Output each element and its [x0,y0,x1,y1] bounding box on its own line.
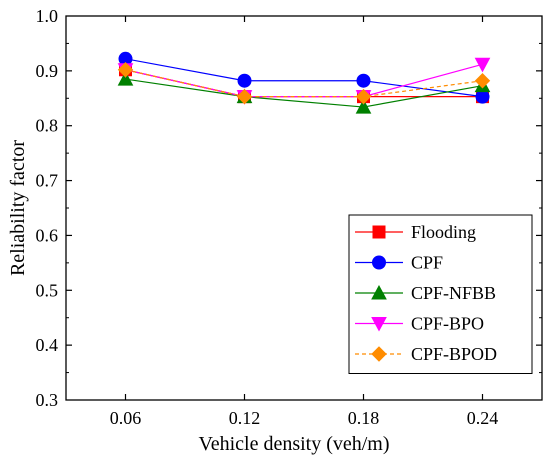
x-tick-label: 0.18 [348,408,380,428]
series-line-cpf-bpo [125,63,483,98]
data-point-cpf-nfbb [355,99,372,114]
y-tick-label: 0.5 [36,280,59,300]
series-line-cpf-nfbb [125,78,483,108]
series-line-flooding [125,69,483,98]
legend-label: CPF-NFBB [411,283,496,303]
data-point-cpf-bpod [355,88,372,105]
legend-label: CPF-BPOD [411,344,497,364]
y-tick-label: 0.9 [36,61,59,81]
data-point-cpf-nfbb [117,71,134,86]
y-tick-label: 0.6 [36,225,59,245]
legend-marker [371,284,387,300]
legend-marker [371,317,387,332]
data-point-cpf-bpod [236,88,253,105]
data-point-cpf-bpod [117,62,134,78]
y-tick-label: 0.7 [36,171,59,191]
legend-label: CPF [411,253,443,273]
legend-label: CPF-BPO [411,314,484,334]
x-axis-title: Vehicle density (veh/m) [198,433,389,455]
y-axis-title: Reliability factor [7,140,29,276]
legend-marker [371,346,387,362]
x-tick-label: 0.24 [467,408,499,428]
y-tick-label: 1.0 [36,6,59,26]
x-tick-label: 0.06 [110,408,142,428]
legend-marker [372,225,386,239]
data-point-cpf-bpo [474,57,491,73]
x-tick-label: 0.12 [229,408,261,428]
y-tick-label: 0.4 [36,335,59,355]
y-tick-label: 0.8 [36,116,59,136]
y-tick-label: 0.3 [36,390,59,410]
data-point-cpf [237,73,252,88]
legend-marker [372,255,386,270]
plot-area: 0.3 0.4 0.5 0.6 0.7 0.8 0.9 1.0 0.06 0.12 0.18 0.24… [36,6,543,428]
series-line-cpf [125,58,483,98]
legend-label: Flooding [411,222,476,242]
data-point-cpf-bpod [474,73,491,89]
data-point-cpf [356,73,371,88]
series-line-cpf-bpod [125,69,483,98]
